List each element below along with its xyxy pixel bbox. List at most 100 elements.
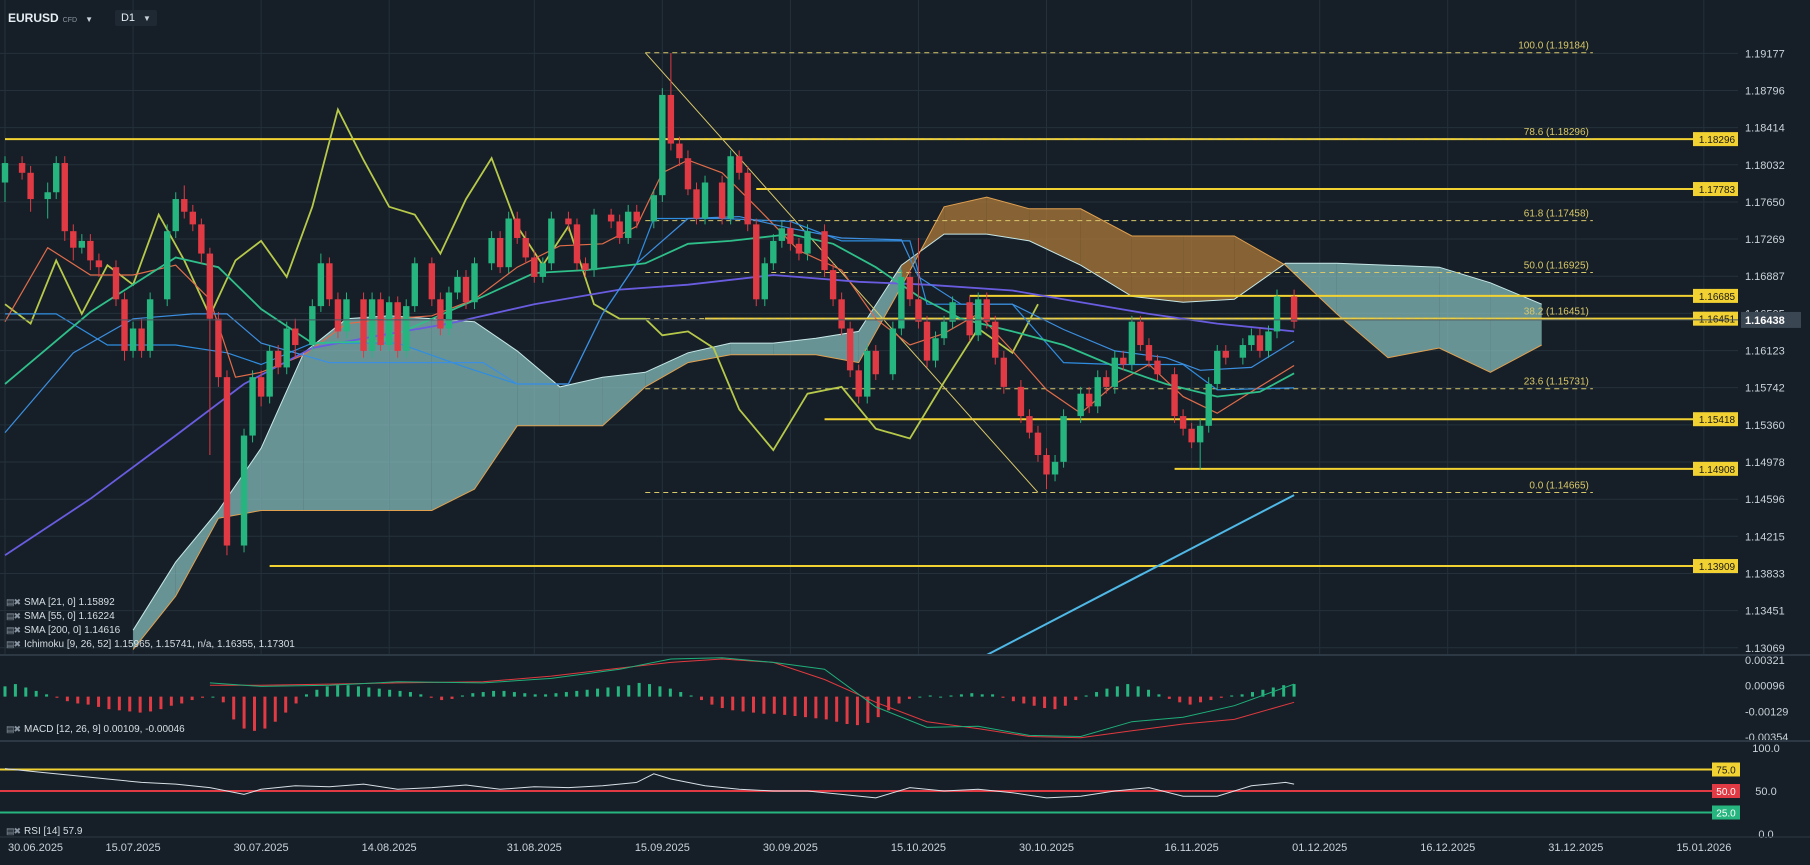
candle-body xyxy=(650,195,658,222)
macd-histogram-bar xyxy=(408,692,412,697)
legend-macd[interactable]: ▤✖ MACD [12, 26, 9] 0.00109, -0.00046 xyxy=(6,724,185,735)
candle-body xyxy=(590,214,598,271)
legend-ichimoku[interactable]: ▤✖ Ichimoku [9, 26, 52] 1.15965, 1.15741,… xyxy=(6,639,295,650)
fib-level-label: 78.6 (1.18296) xyxy=(1524,127,1589,138)
candle-body xyxy=(437,299,444,329)
candle-body xyxy=(829,270,837,300)
candle xyxy=(53,156,60,200)
settings-icon[interactable]: ▤✖ xyxy=(6,597,21,607)
candle xyxy=(394,296,401,358)
macd-histogram-bar xyxy=(876,696,880,718)
macd-histogram-bar xyxy=(783,696,787,715)
candle xyxy=(915,237,922,329)
macd-histogram-bar xyxy=(55,696,59,698)
macd-histogram-bar xyxy=(762,696,766,714)
macd-histogram-bar xyxy=(252,696,256,731)
macd-tick-label: 0.00321 xyxy=(1745,655,1785,667)
candle xyxy=(70,224,77,261)
candle-body xyxy=(514,218,521,238)
candle-body xyxy=(539,263,547,277)
candle xyxy=(650,189,658,229)
legend-sma21[interactable]: ▤✖ SMA [21, 0] 1.15892 xyxy=(6,597,115,608)
candle-body xyxy=(846,328,854,371)
candle xyxy=(718,175,726,225)
legend-sma200-label: SMA [200, 0] 1.14616 xyxy=(24,625,121,636)
cloud-segment xyxy=(1234,236,1286,300)
candle-body xyxy=(1060,416,1067,462)
macd-histogram-bar xyxy=(648,684,652,697)
cloud-segment xyxy=(133,562,176,650)
macd-histogram-bar xyxy=(1157,694,1161,697)
legend-sma200[interactable]: ▤✖ SMA [200, 0] 1.14616 xyxy=(6,625,120,636)
candle-body xyxy=(1094,377,1101,407)
candle-body xyxy=(1051,461,1059,475)
macd-histogram-bar xyxy=(76,696,80,704)
candle xyxy=(505,211,512,274)
cloud-segment xyxy=(730,343,774,355)
candle xyxy=(1290,289,1298,329)
timeframe-selector[interactable]: D1 ▼ xyxy=(114,10,157,26)
macd-histogram-bar xyxy=(751,696,755,713)
macd-histogram-bar xyxy=(918,696,922,698)
candle xyxy=(940,315,948,346)
settings-icon[interactable]: ▤✖ xyxy=(6,826,21,836)
candle-body xyxy=(309,306,316,346)
cloud-segment xyxy=(1131,236,1184,303)
candle-body xyxy=(1120,357,1127,365)
settings-icon[interactable]: ▤✖ xyxy=(6,724,21,734)
candle-body xyxy=(693,189,700,219)
candle-body xyxy=(727,156,734,219)
candle-body xyxy=(172,199,179,232)
candle-body xyxy=(1290,296,1298,322)
macd-histogram-bar xyxy=(845,696,849,724)
macd-histogram-bar xyxy=(1261,689,1265,697)
legend-rsi[interactable]: ▤✖ RSI [14] 57.9 xyxy=(6,826,82,837)
macd-histogram-bar xyxy=(668,688,672,697)
candle-body xyxy=(1128,321,1136,365)
candle-body xyxy=(787,228,794,244)
candle xyxy=(1026,409,1033,439)
candle xyxy=(992,315,999,365)
macd-histogram-bar xyxy=(887,696,891,711)
settings-icon[interactable]: ▤✖ xyxy=(6,611,21,621)
candle xyxy=(787,221,794,251)
candle xyxy=(471,257,478,310)
symbol-selector[interactable]: EURUSD CFD ▼ xyxy=(8,9,93,27)
senkou-span-b xyxy=(132,196,1542,650)
candle-body xyxy=(735,156,743,173)
fib-level-label: 38.2 (1.16451) xyxy=(1524,307,1589,318)
macd-histogram-bar xyxy=(315,689,319,697)
candle-body xyxy=(804,231,811,254)
candle xyxy=(1103,370,1110,394)
legend-sma55[interactable]: ▤✖ SMA [55, 0] 1.16224 xyxy=(6,611,115,622)
macd-histogram-bar xyxy=(616,686,620,697)
price-tick-label: 1.14596 xyxy=(1745,494,1785,506)
candle xyxy=(906,270,914,307)
candle-body xyxy=(266,350,273,397)
candle xyxy=(368,292,376,358)
settings-icon[interactable]: ▤✖ xyxy=(6,639,21,649)
macd-tick-label: 0.00096 xyxy=(1745,681,1785,693)
macd-histogram-bar xyxy=(741,696,745,712)
candle xyxy=(846,321,854,378)
candles xyxy=(1,53,1298,556)
candle xyxy=(590,208,598,277)
candle-body xyxy=(488,237,495,264)
candle-body xyxy=(932,338,939,361)
candle xyxy=(1085,386,1093,414)
settings-icon[interactable]: ▤✖ xyxy=(6,625,21,635)
macd-histogram-bar xyxy=(1230,695,1234,697)
candle xyxy=(1128,315,1136,371)
candle xyxy=(496,231,504,274)
macd-histogram-bar xyxy=(273,696,277,722)
macd-histogram-bar xyxy=(585,689,589,697)
candle xyxy=(377,292,384,351)
date-tick-label: 30.06.2025 xyxy=(8,842,63,854)
candle-body xyxy=(146,299,154,351)
candle-body xyxy=(496,237,504,268)
date-tick-label: 30.07.2025 xyxy=(234,842,289,854)
candle-body xyxy=(377,299,384,346)
candle xyxy=(146,292,154,358)
candle xyxy=(206,247,214,456)
